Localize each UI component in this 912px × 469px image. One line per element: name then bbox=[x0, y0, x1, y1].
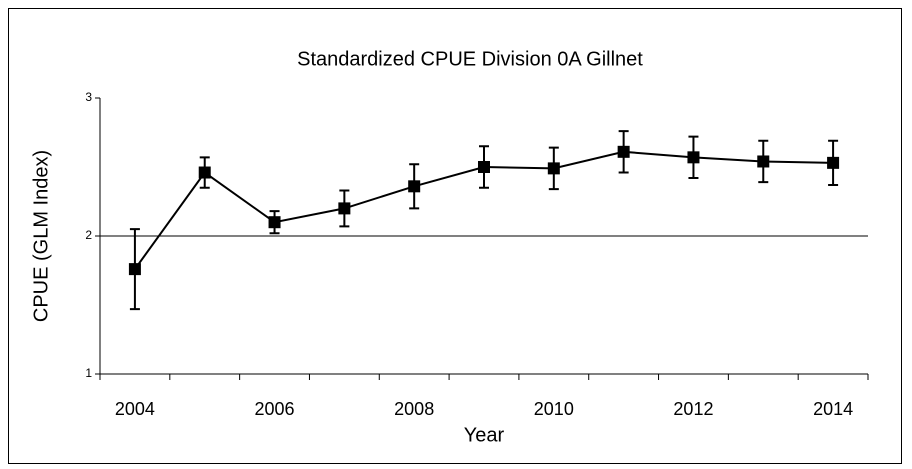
marker bbox=[827, 156, 840, 169]
chart-title: Standardized CPUE Division 0A Gillnet bbox=[297, 48, 643, 70]
marker bbox=[757, 155, 770, 168]
marker bbox=[268, 216, 281, 229]
x-tick-label: 2012 bbox=[673, 399, 713, 419]
marker bbox=[198, 166, 211, 179]
marker bbox=[478, 161, 490, 173]
marker bbox=[408, 180, 421, 193]
y-tick-label: 3 bbox=[85, 90, 92, 104]
marker bbox=[687, 151, 700, 164]
x-tick-label: 2010 bbox=[534, 399, 574, 419]
x-tick-label: 2008 bbox=[394, 399, 434, 419]
marker bbox=[617, 145, 630, 158]
x-tick-label: 2006 bbox=[255, 399, 295, 419]
marker bbox=[128, 263, 141, 276]
x-tick-label: 2014 bbox=[813, 399, 853, 419]
x-axis-label: Year bbox=[464, 424, 505, 446]
y-tick-label: 2 bbox=[85, 228, 92, 242]
marker bbox=[547, 162, 560, 175]
marker bbox=[338, 202, 351, 215]
y-tick-label: 1 bbox=[85, 366, 92, 380]
y-axis-label: CPUE (GLM Index) bbox=[30, 150, 52, 322]
x-tick-label: 2004 bbox=[115, 399, 155, 419]
